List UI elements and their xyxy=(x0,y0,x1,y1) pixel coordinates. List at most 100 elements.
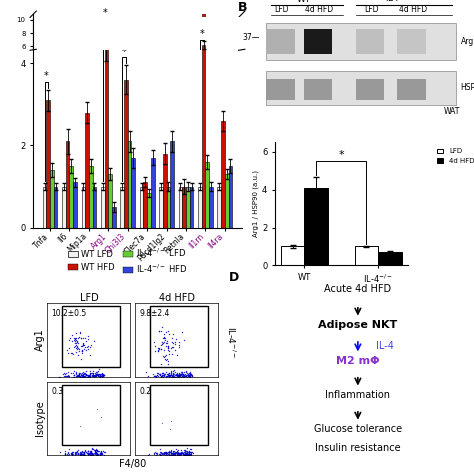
Title: 4d HFD: 4d HFD xyxy=(159,292,194,302)
Point xyxy=(178,369,186,376)
Title: LFD: LFD xyxy=(80,292,98,302)
Point xyxy=(82,372,90,379)
Bar xyxy=(140,186,144,228)
Point xyxy=(95,447,103,454)
Point xyxy=(74,450,82,457)
Point xyxy=(156,448,164,456)
Point xyxy=(84,343,92,350)
Point xyxy=(64,449,72,456)
Point xyxy=(178,328,186,336)
Point xyxy=(171,450,179,458)
Point xyxy=(81,369,88,377)
Point xyxy=(173,448,180,456)
Point xyxy=(187,449,195,457)
Point xyxy=(164,355,171,363)
Point xyxy=(175,450,182,458)
Point xyxy=(73,372,80,379)
Point xyxy=(79,450,87,458)
Point xyxy=(93,445,100,453)
Point xyxy=(187,449,195,456)
Point xyxy=(97,451,105,458)
Point xyxy=(153,451,160,458)
Point xyxy=(164,342,172,349)
Point xyxy=(57,448,64,456)
Point xyxy=(78,347,85,355)
Point xyxy=(65,450,73,457)
Point xyxy=(79,450,87,457)
Point xyxy=(82,337,90,345)
Point xyxy=(88,446,96,453)
Point xyxy=(78,448,86,456)
Point xyxy=(75,333,82,340)
Point xyxy=(80,373,88,381)
Point xyxy=(170,369,177,376)
Point xyxy=(163,339,170,346)
Point xyxy=(90,450,97,458)
Point xyxy=(158,369,166,377)
Point xyxy=(174,450,182,458)
Point xyxy=(162,450,170,457)
Point xyxy=(76,451,83,459)
Bar xyxy=(266,79,295,100)
Point xyxy=(88,447,95,455)
Point xyxy=(151,338,158,346)
Point xyxy=(170,370,178,378)
Point xyxy=(164,372,171,380)
Point xyxy=(184,451,191,459)
Point xyxy=(151,372,159,380)
Point xyxy=(81,335,89,342)
Point xyxy=(175,341,183,349)
Bar xyxy=(266,29,295,54)
Point xyxy=(185,448,193,456)
Point xyxy=(81,373,88,381)
Point xyxy=(74,450,82,458)
Bar xyxy=(190,186,193,228)
Point xyxy=(168,417,175,425)
Point xyxy=(74,372,82,380)
Point xyxy=(70,343,78,351)
Point xyxy=(183,373,191,381)
Point xyxy=(90,367,97,375)
Text: Acute 4d HFD: Acute 4d HFD xyxy=(324,284,392,294)
Point xyxy=(96,451,103,458)
Point xyxy=(94,372,102,380)
Point xyxy=(161,449,169,456)
Point xyxy=(158,373,165,380)
Point xyxy=(73,337,81,344)
Point xyxy=(164,358,172,365)
Point xyxy=(81,370,88,378)
Point xyxy=(174,451,182,458)
Point xyxy=(72,335,79,342)
Point xyxy=(184,450,192,457)
Point xyxy=(184,450,192,458)
Point xyxy=(180,451,188,459)
Point xyxy=(179,370,187,377)
Point xyxy=(86,351,94,359)
Point xyxy=(176,370,183,377)
Point xyxy=(99,371,107,379)
Point xyxy=(92,450,100,457)
Point xyxy=(76,329,84,337)
Point xyxy=(80,449,87,457)
Point xyxy=(146,451,153,458)
Point xyxy=(64,349,72,357)
Point xyxy=(64,448,72,456)
Point xyxy=(62,370,69,378)
Point xyxy=(74,450,82,457)
Point xyxy=(83,449,91,457)
Point xyxy=(160,371,168,379)
Point xyxy=(158,451,166,458)
Point xyxy=(161,370,168,378)
Point xyxy=(177,449,185,457)
Point xyxy=(77,450,85,458)
Point xyxy=(184,372,191,379)
Point xyxy=(175,369,183,376)
Point xyxy=(82,343,89,351)
Point xyxy=(170,447,177,455)
Point xyxy=(96,451,104,458)
Point xyxy=(175,370,182,378)
Point xyxy=(69,451,77,458)
Point xyxy=(86,450,94,458)
Point xyxy=(175,373,182,380)
Point xyxy=(80,372,87,379)
